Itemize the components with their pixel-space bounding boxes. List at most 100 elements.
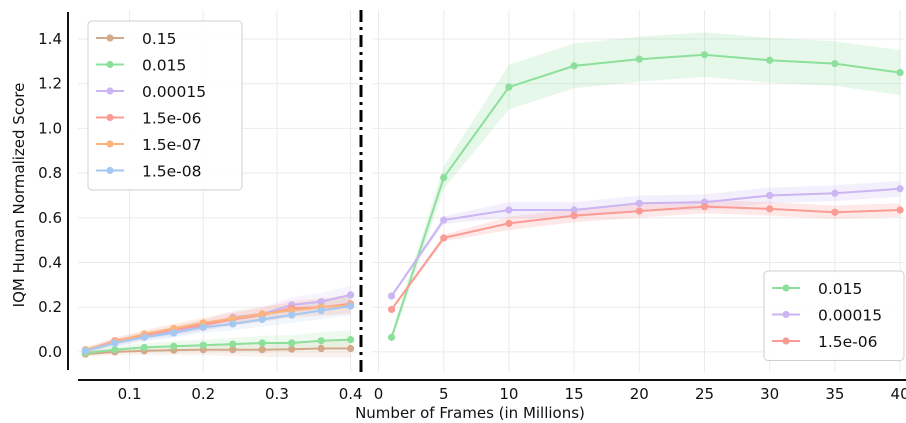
legend-swatch-marker — [106, 140, 114, 148]
y-tick-labels: 0.0 0.2 0.4 0.6 0.8 1.0 1.2 1.4 — [38, 30, 62, 361]
data-point — [199, 341, 207, 349]
data-point — [700, 203, 709, 211]
series-line — [85, 347, 351, 356]
legend-frame — [763, 270, 905, 361]
legend-entry-label: 1.5e-06 — [818, 333, 878, 351]
legend-entry-label: 1.5e-06 — [142, 110, 202, 128]
y-tick-label: 0.4 — [38, 254, 62, 272]
data-point — [229, 314, 237, 322]
data-point — [635, 199, 643, 207]
x-tick-label: 20 — [630, 385, 649, 403]
y-tick-label: 1.4 — [38, 30, 62, 48]
legend-swatch-marker — [782, 284, 790, 292]
legend-entry-label: 0.015 — [142, 57, 186, 75]
x-tick-label: 0 — [374, 385, 384, 403]
data-point — [387, 305, 396, 314]
right-x-tick-labels: 0 5 10 15 20 25 30 35 40 — [374, 385, 906, 403]
data-point — [831, 60, 839, 68]
legend-swatch-marker — [782, 310, 790, 319]
legend-swatch-marker — [106, 34, 114, 42]
data-point — [140, 343, 148, 352]
data-point — [831, 208, 839, 216]
right-series-lines — [387, 51, 904, 341]
legend-swatch-marker — [106, 60, 114, 69]
data-point — [258, 346, 266, 354]
data-point — [317, 337, 325, 345]
y-tick-label: 1.0 — [38, 119, 62, 137]
data-point — [635, 207, 643, 215]
x-tick-label: 0.2 — [191, 385, 215, 403]
data-point — [317, 344, 325, 353]
legend-entry-label: 0.00015 — [818, 307, 882, 325]
data-point — [570, 211, 578, 220]
x-tick-label: 5 — [439, 385, 449, 403]
data-point — [229, 340, 237, 348]
legend-left: 0.15 0.015 0.00015 1.5e-06 1.5e-07 1.5e-08 — [87, 20, 243, 191]
data-point — [505, 219, 513, 228]
data-point — [766, 56, 774, 64]
data-point — [199, 323, 207, 331]
data-point — [81, 347, 89, 355]
data-point — [347, 291, 355, 299]
x-tick-label: 40 — [891, 385, 906, 403]
data-point — [440, 216, 448, 224]
x-tick-label: 25 — [695, 385, 714, 403]
data-point — [170, 342, 178, 350]
data-point — [258, 310, 266, 318]
series-line — [85, 305, 351, 352]
data-point — [766, 205, 774, 213]
x-tick-label: 0.3 — [265, 385, 289, 403]
y-tick-label: 1.2 — [38, 75, 62, 93]
legend-swatch-marker — [106, 87, 114, 95]
data-point — [347, 302, 355, 310]
data-point — [288, 345, 296, 353]
data-point — [140, 333, 148, 341]
data-point — [635, 55, 643, 63]
legend-swatch-marker — [106, 113, 114, 122]
data-point — [387, 333, 396, 341]
legend-entry-label: 0.00015 — [142, 83, 206, 101]
legend-entry-label: 0.015 — [818, 280, 862, 298]
left-x-tick-labels: 0.1 0.2 0.3 0.4 — [118, 385, 363, 403]
data-point — [387, 292, 396, 300]
data-point — [831, 189, 839, 197]
legend-swatch-marker — [782, 337, 790, 345]
data-point — [347, 344, 355, 353]
data-point — [505, 83, 513, 91]
confidence-band — [391, 32, 901, 342]
x-tick-label: 30 — [760, 385, 779, 403]
legend-frame — [87, 20, 243, 191]
confidence-band — [391, 199, 901, 311]
data-point — [505, 206, 513, 214]
x-tick-label: 0.4 — [339, 385, 363, 403]
legend-swatch-marker — [106, 166, 114, 175]
x-tick-label: 15 — [565, 385, 584, 403]
data-point — [570, 206, 578, 214]
data-point — [347, 335, 355, 344]
data-point — [229, 346, 237, 354]
data-point — [111, 339, 119, 347]
data-point — [288, 311, 296, 319]
legend-entry-label: 1.5e-08 — [142, 163, 202, 181]
y-tick-label: 0.2 — [38, 298, 62, 316]
data-point — [258, 315, 266, 324]
legend-entry-label: 0.15 — [142, 30, 177, 48]
data-point — [258, 339, 266, 347]
data-point — [229, 320, 237, 328]
left-series-lines — [81, 291, 355, 358]
data-point — [896, 185, 904, 193]
legend-entry-label: 1.5e-07 — [142, 136, 202, 154]
data-point — [317, 306, 325, 315]
series-line — [85, 304, 351, 351]
series-line — [85, 338, 351, 354]
x-tick-label: 0.1 — [118, 385, 142, 403]
y-tick-label: 0.8 — [38, 164, 62, 182]
data-point — [317, 298, 325, 306]
x-axis-label: Number of Frames (in Millions) — [355, 404, 585, 422]
data-point — [570, 62, 578, 70]
data-point — [766, 191, 774, 200]
y-axis-label: IQM Human Normalized Score — [10, 83, 28, 308]
y-tick-label: 0.0 — [38, 343, 62, 361]
data-point — [440, 234, 448, 242]
